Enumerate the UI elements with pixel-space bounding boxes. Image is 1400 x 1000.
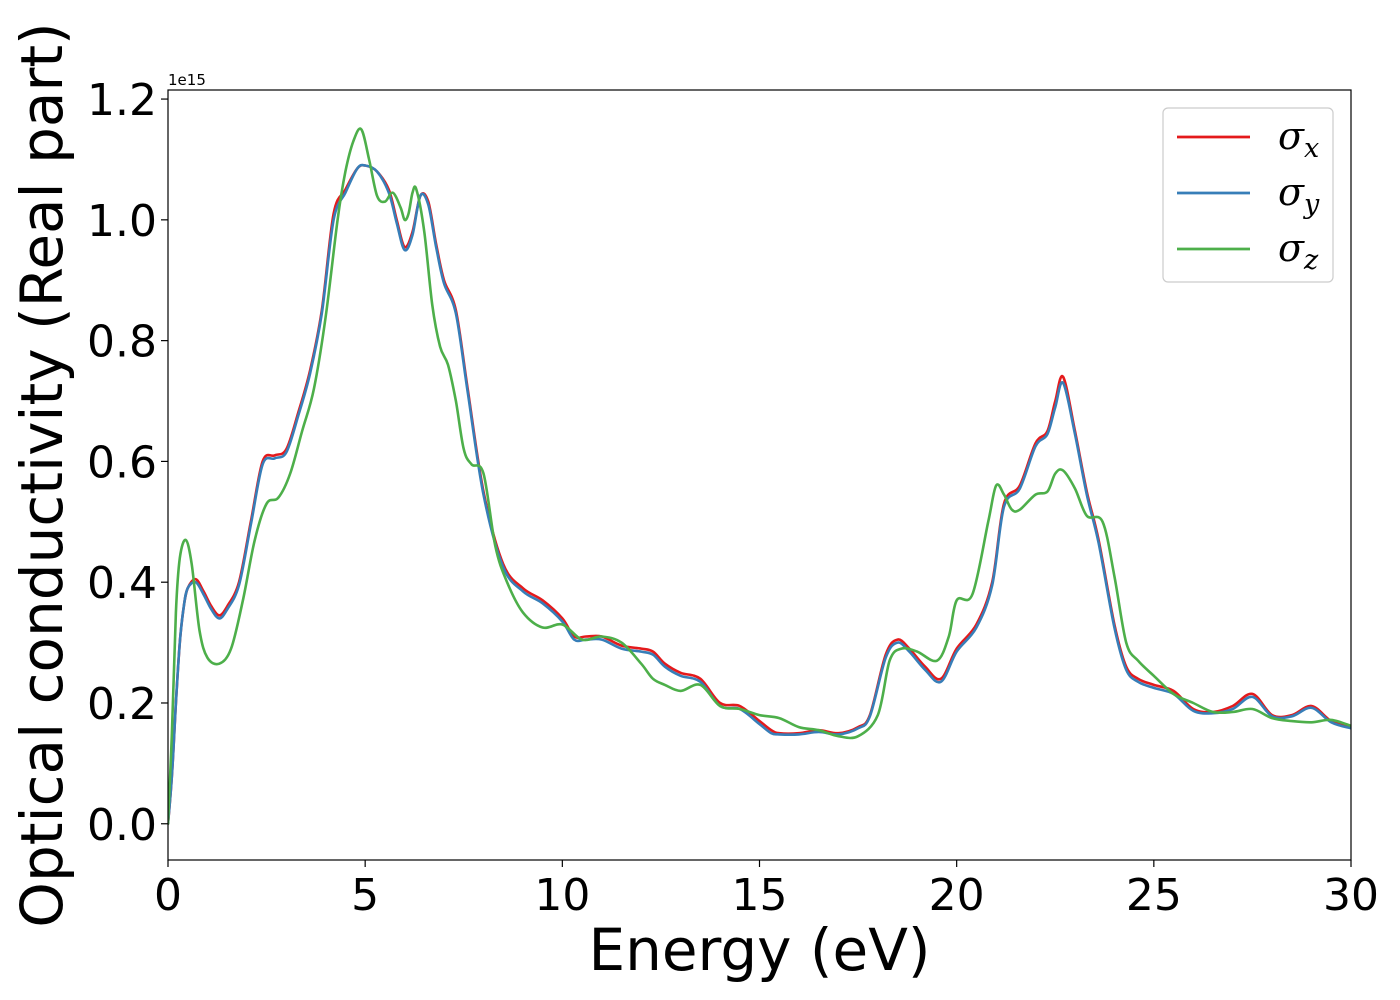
legend-label-z: σz [1278,226,1319,276]
y-tick-label: 1.0 [87,196,157,247]
series-line-y [168,163,1351,826]
series-line-z [168,127,1351,826]
y-axis-title: Optical conductivity (Real part) [8,22,76,927]
ticks-layer: 0 5 10 15 20 25 30 0.0 0.2 0.4 0.6 0.8 1.0 1.2 [87,75,1379,921]
legend: σx σy σz [1162,107,1334,283]
y-tick-label: 0.6 [87,437,157,488]
legend-label-y: σy [1278,170,1320,220]
legend-label-x: σx [1278,114,1319,164]
x-tick-label: 15 [732,870,788,921]
y-offset-text: 1e15 [168,71,206,89]
y-tick-label: 0.2 [87,679,157,730]
x-tick-label: 0 [154,870,182,921]
y-tick-label: 1.2 [87,75,157,126]
legend-box [1162,107,1334,283]
series-layer [168,127,1351,826]
x-tick-label: 10 [534,870,590,921]
x-tick-label: 30 [1323,870,1379,921]
y-tick-label: 0.8 [87,317,157,368]
x-tick-label: 5 [351,870,379,921]
y-tick-label: 0.0 [87,800,157,851]
y-tick-label: 0.4 [87,558,157,609]
x-tick-label: 20 [929,870,985,921]
x-tick-label: 25 [1126,870,1182,921]
x-axis-title: Energy (eV) [588,916,930,984]
